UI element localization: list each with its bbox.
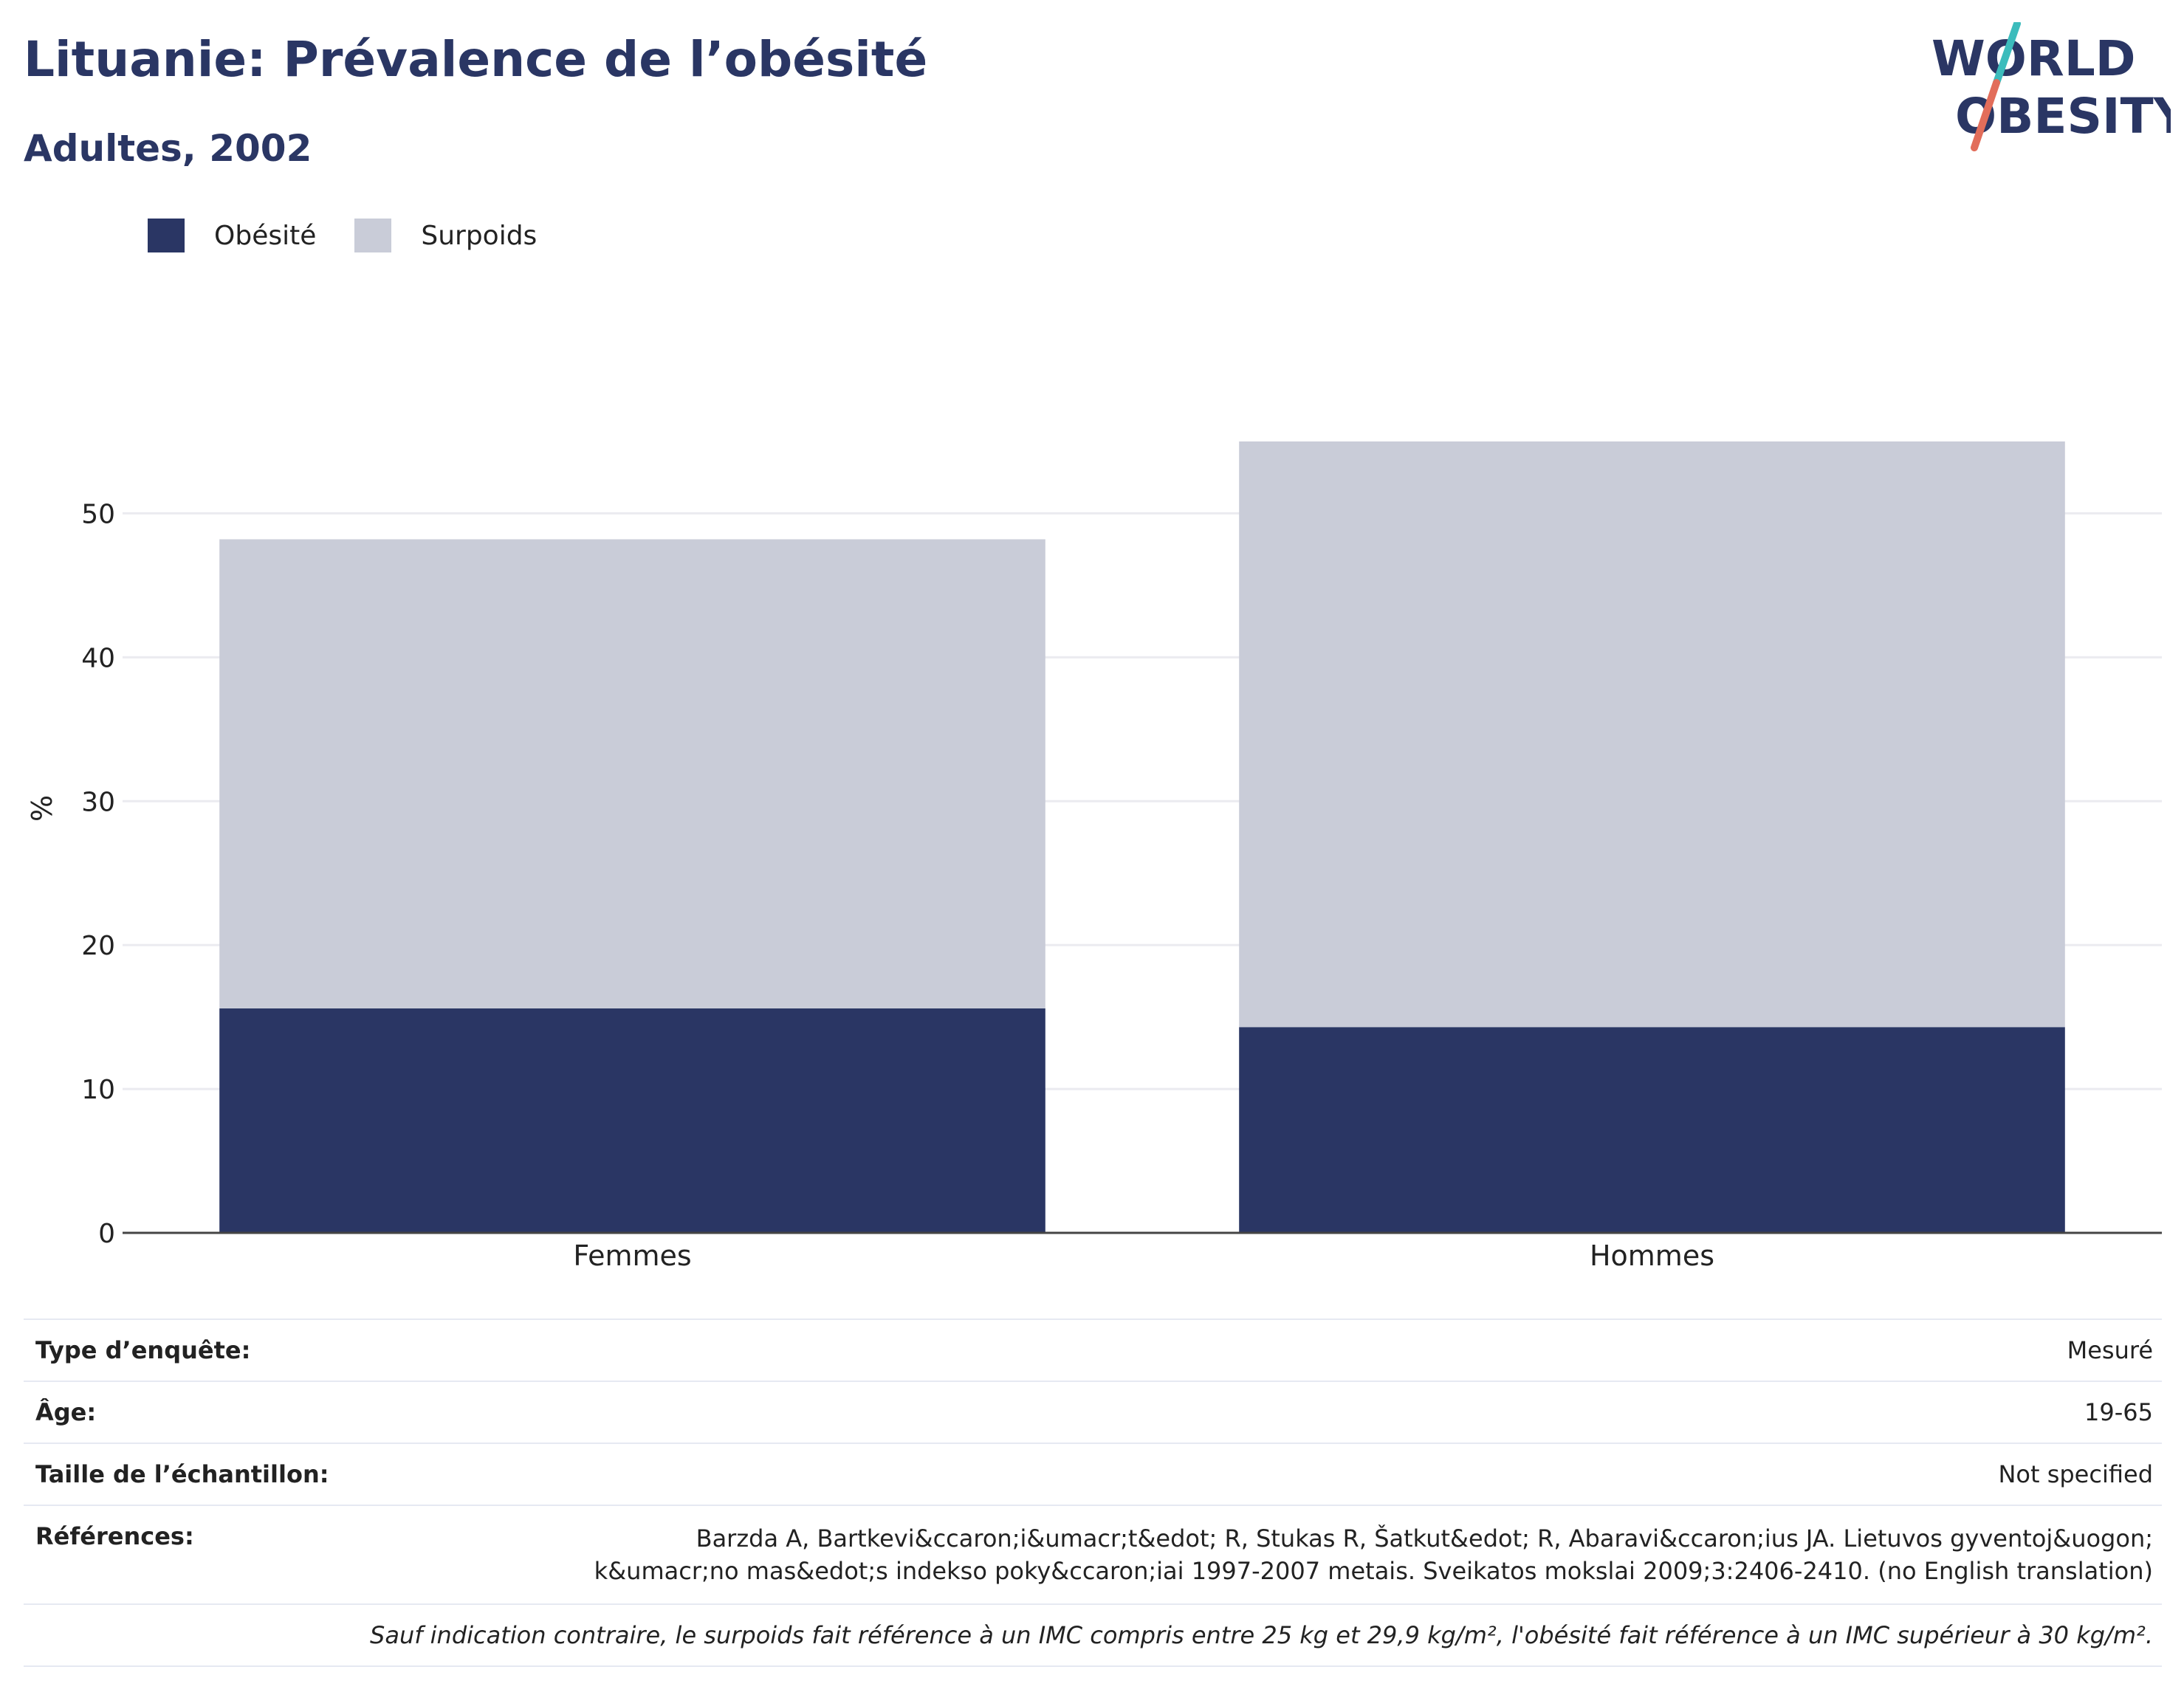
info-value-age: 19-65 <box>2084 1398 2153 1426</box>
y-tick-label-40: 40 <box>81 643 115 673</box>
logo-line-1: WORLD <box>1931 30 2136 87</box>
y-tick-label-20: 20 <box>81 931 115 961</box>
info-key-age: Âge: <box>35 1398 97 1426</box>
info-key-sample-size: Taille de l’échantillon: <box>35 1460 329 1488</box>
logo-slash-bottom <box>1971 79 2000 151</box>
info-key-references: Références: <box>35 1522 194 1550</box>
info-key-survey-type: Type d’enquête: <box>35 1336 251 1364</box>
x-tick-label-hommes: Hommes <box>1590 1240 1714 1272</box>
info-value-references: Barzda A, Bartkevi&ccaron;i&umacr;t&edot… <box>594 1524 2153 1585</box>
chart-title: Lituanie: Prévalence de l’obésité <box>24 31 928 88</box>
bar-hommes-surpoids <box>1239 441 2065 1028</box>
bar-chart: 0 10 20 30 40 50% Femmes Hommes <box>26 441 2162 1272</box>
info-value-survey-type: Mesuré <box>2067 1336 2153 1364</box>
y-tick-label-0: 0 <box>98 1219 115 1249</box>
info-row-references: Références: Barzda A, Bartkevi&ccaron;i&… <box>24 1505 2162 1603</box>
legend-swatch-surpoids <box>354 219 392 252</box>
legend-item-obesite[interactable]: Obésité <box>148 219 316 252</box>
y-tick-label-50: 50 <box>81 499 115 529</box>
legend-label-obesite: Obésité <box>214 220 317 251</box>
y-axis-label: % <box>26 795 58 822</box>
info-row-sample-size: Taille de l’échantillon: Not specified <box>24 1443 2162 1505</box>
y-tick-label-10: 10 <box>81 1075 115 1105</box>
logo-slash-top <box>1993 20 2021 86</box>
info-row-age: Âge: 19-65 <box>24 1381 2162 1443</box>
info-value-sample-size: Not specified <box>1998 1460 2153 1488</box>
legend-swatch-obesite <box>148 219 185 252</box>
info-row-survey-type: Type d’enquête: Mesuré <box>24 1318 2162 1381</box>
bar-femmes-surpoids <box>219 539 1045 1008</box>
x-tick-label-femmes: Femmes <box>573 1240 691 1272</box>
chart-subtitle: Adultes, 2002 <box>24 127 312 170</box>
world-obesity-logo: WORLD OBESITY <box>1920 20 2184 155</box>
bmi-definition-note: Sauf indication contraire, le surpoids f… <box>24 1603 2162 1667</box>
legend-label-surpoids: Surpoids <box>421 220 538 251</box>
survey-info-table: Type d’enquête: Mesuré Âge: 19-65 Taille… <box>24 1318 2162 1667</box>
y-tick-label-30: 30 <box>81 787 115 817</box>
legend-item-surpoids[interactable]: Surpoids <box>354 219 537 252</box>
bar-hommes-obesite <box>1239 1027 2065 1233</box>
legend: Obésité Surpoids <box>148 219 575 252</box>
bar-femmes-obesite <box>219 1008 1045 1233</box>
